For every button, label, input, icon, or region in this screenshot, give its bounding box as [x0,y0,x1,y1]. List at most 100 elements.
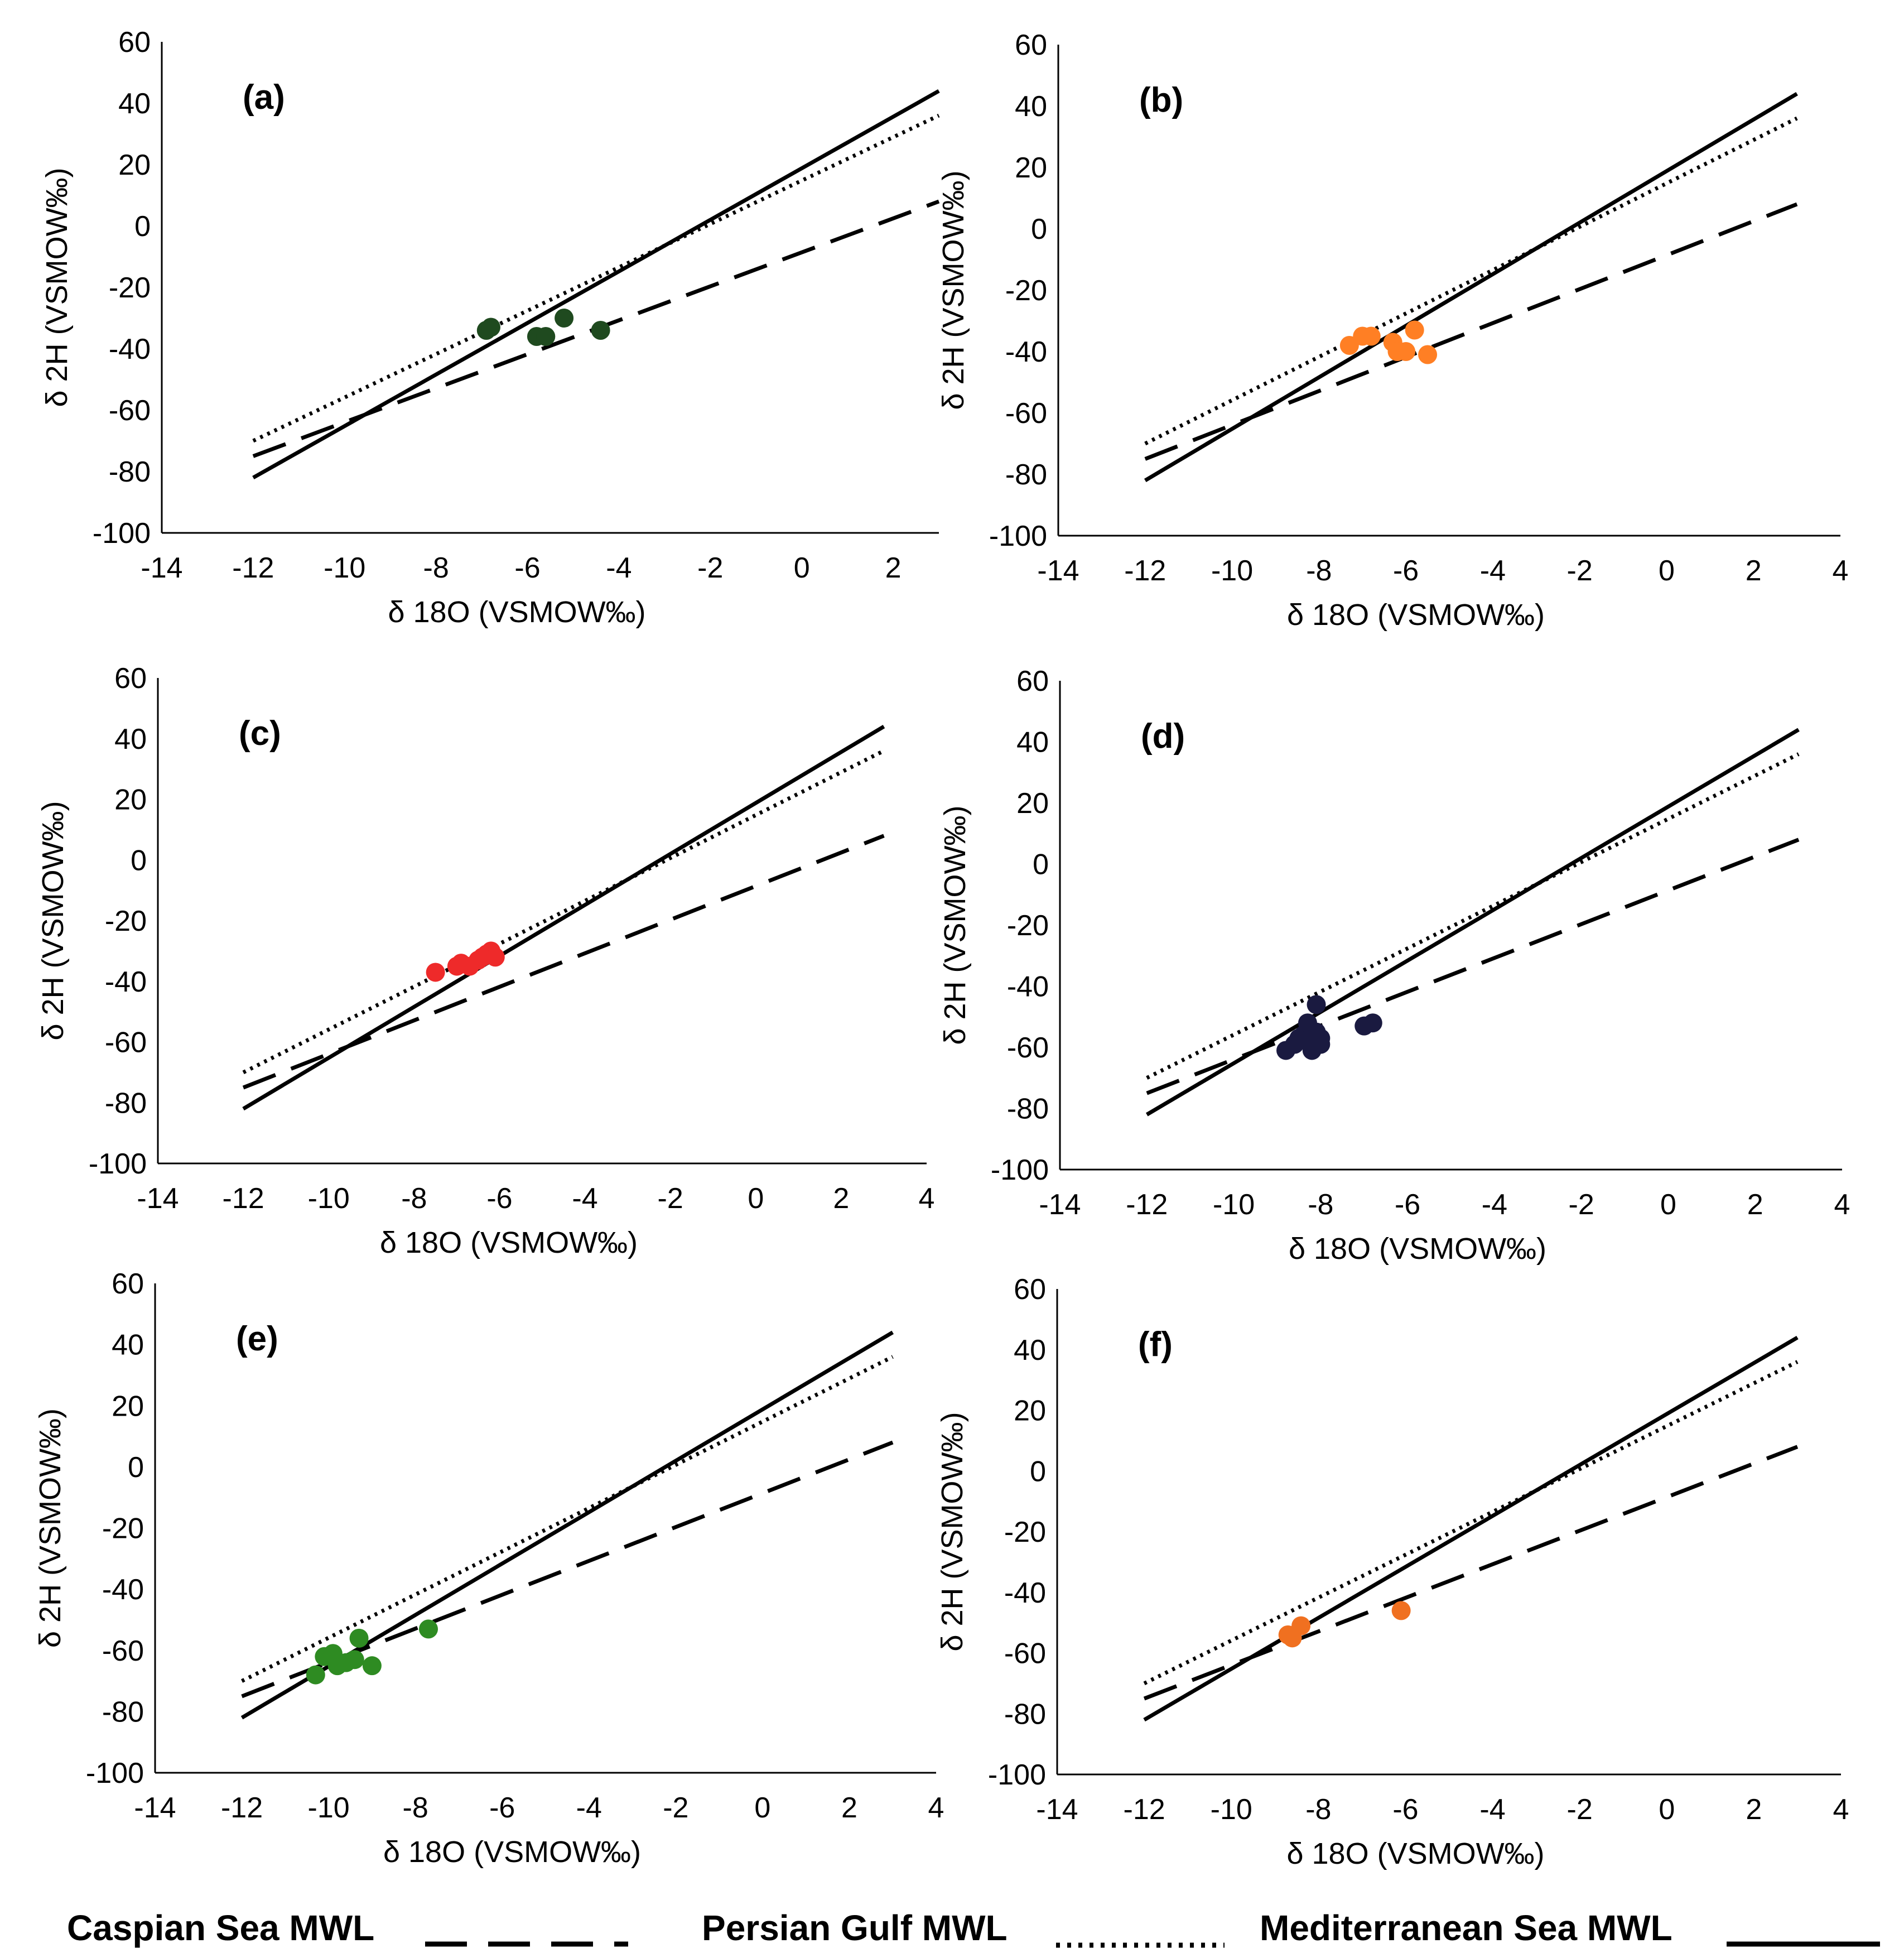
y-tick-label: -60 [1004,1638,1046,1670]
x-tick-label: -2 [1569,1189,1594,1221]
y-tick-label: 60 [1014,1273,1046,1306]
x-tick-label: -12 [232,552,274,584]
y-tick-label: 0 [134,210,151,243]
x-tick-label: -2 [697,552,723,584]
panel-label: (a) [243,78,285,117]
panel-label: (f) [1138,1325,1173,1364]
x-tick-label: -8 [423,552,449,584]
y-tick-label: 0 [1033,849,1049,881]
y-tick-label: 40 [1015,90,1047,123]
y-tick-label: -20 [1005,275,1047,307]
y-tick-label: 60 [1016,665,1049,698]
data-point [345,1650,364,1670]
data-point [591,321,610,340]
x-tick-label: -4 [572,1182,597,1215]
y-tick-label: 20 [118,149,151,181]
x-tick-label: -12 [221,1792,263,1824]
x-tick-label: 2 [885,552,902,584]
x-tick-label: -2 [1567,1793,1593,1826]
mediterranean-sea-mwl-line [1145,728,1800,1117]
x-tick-label: 2 [1747,1189,1763,1221]
data-point [1291,1616,1311,1635]
x-tick-label: -6 [1392,1793,1418,1826]
x-tick-label: -12 [1126,1189,1168,1221]
data-point [1391,1601,1411,1620]
x-tick-label: 4 [1834,1189,1850,1221]
y-tick-label: 60 [1015,29,1047,61]
x-tick-label: -14 [1039,1189,1081,1221]
x-tick-label: -4 [1480,555,1506,587]
x-tick-label: -10 [1211,1793,1252,1826]
y-tick-label: 60 [112,1268,144,1300]
x-tick-label: -6 [514,552,540,584]
x-tick-label: -6 [486,1182,512,1215]
x-tick-label: -10 [324,552,365,584]
y-tick-label: -20 [109,272,151,304]
y-tick-label: -80 [1005,459,1047,491]
mediterranean-sea-mwl-line [242,724,885,1111]
y-axis-label: δ 2H (VSMOW‰) [936,1412,969,1651]
x-tick-label: 0 [1660,1189,1676,1221]
data-point [306,1665,325,1685]
x-tick-label: -14 [137,1182,179,1215]
x-axis-label: δ 18O (VSMOW‰) [388,595,645,629]
panel-label: (d) [1141,717,1185,756]
data-point [1361,326,1381,346]
y-tick-label: -20 [102,1513,144,1545]
x-tick-label: -14 [141,552,182,584]
y-tick-label: -100 [991,1154,1049,1186]
y-tick-label: 20 [1014,1395,1046,1427]
persian-gulf-mwl-line [252,113,940,443]
y-tick-label: -80 [105,1087,147,1119]
x-tick-label: -8 [401,1182,427,1215]
x-axis-label: δ 18O (VSMOW‰) [383,1835,641,1869]
y-tick-label: -60 [102,1635,144,1667]
y-tick-label: 20 [112,1390,144,1422]
x-tick-label: -6 [1393,555,1419,587]
y-tick-label: 0 [131,844,147,877]
data-point [536,327,556,346]
x-tick-label: 2 [1746,1793,1762,1826]
x-tick-label: 0 [1659,1793,1675,1826]
y-axis-label: δ 2H (VSMOW‰) [33,1408,67,1648]
data-point [555,309,574,328]
legend: Caspian Sea MWL Persian Gulf MWL Mediter… [67,1908,1880,1948]
persian-gulf-mwl-line [242,749,885,1075]
x-tick-label: 0 [754,1792,770,1824]
y-tick-label: 60 [118,26,151,59]
y-tick-label: 40 [1016,727,1049,759]
y-tick-label: 20 [1016,787,1049,820]
panel-label: (e) [236,1320,278,1358]
legend-persian-label: Persian Gulf MWL [702,1908,1008,1948]
panel-label: (c) [239,714,281,753]
x-tick-label: -4 [1479,1793,1505,1826]
y-tick-label: -100 [89,1148,147,1180]
y-tick-label: -40 [102,1574,144,1606]
x-tick-label: -14 [1037,555,1079,587]
y-tick-label: 0 [1030,1455,1046,1488]
x-tick-label: -6 [489,1792,515,1824]
data-point [485,947,505,967]
data-point [1418,345,1438,364]
y-tick-label: -40 [109,333,151,365]
data-point [426,963,445,982]
y-tick-label: -80 [109,456,151,488]
x-tick-label: -2 [1567,555,1593,587]
legend-mediterranean-label: Mediterranean Sea MWL [1260,1908,1672,1948]
x-tick-label: 4 [928,1792,944,1824]
y-tick-label: -20 [1004,1516,1046,1548]
y-tick-label: -60 [1005,397,1047,430]
x-tick-label: 4 [1833,1793,1849,1826]
x-tick-label: -2 [663,1792,688,1824]
x-tick-label: -10 [1213,1189,1255,1221]
y-axis-label: δ 2H (VSMOW‰) [937,170,970,410]
x-tick-label: -12 [1124,1793,1165,1826]
y-tick-label: 0 [1031,213,1047,246]
x-tick-label: 2 [833,1182,849,1215]
x-tick-label: 2 [1746,555,1762,587]
y-tick-label: -100 [989,520,1047,552]
